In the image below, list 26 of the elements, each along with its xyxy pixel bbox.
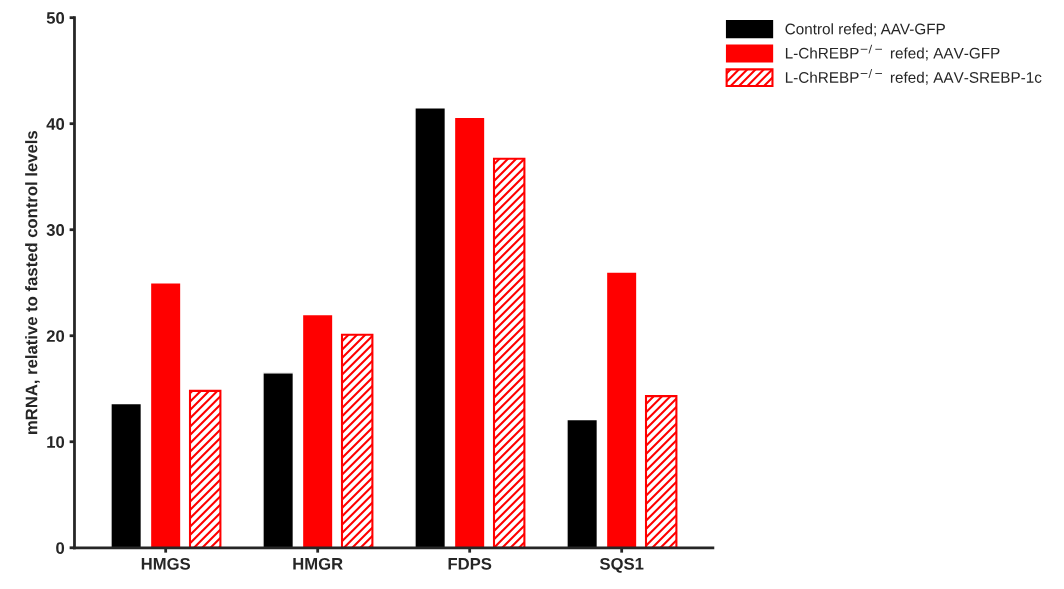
bar — [262, 372, 295, 548]
bar — [453, 116, 486, 548]
x-tick-label: HMGR — [293, 557, 343, 570]
y-tick-label: 0 — [56, 542, 65, 554]
x-tick-label: SQS1 — [599, 557, 644, 573]
legend-label: L-ChREBP$^{−/−}$ refed; AAV-GFP — [785, 44, 1000, 61]
bar — [414, 107, 447, 548]
bar — [492, 157, 526, 548]
y-tick-label: 50 — [46, 12, 65, 24]
y-tick-label: 40 — [46, 118, 65, 130]
y-tick-label: 30 — [46, 224, 65, 236]
legend-label: Control refed; AAV-GFP — [785, 23, 945, 37]
y-tick-label: 10 — [47, 436, 65, 448]
y-axis-title: mRNA, relative to fasted control levels — [25, 131, 40, 434]
bar — [188, 389, 222, 548]
bar — [340, 333, 374, 548]
bar — [149, 282, 182, 548]
bar — [110, 402, 143, 548]
x-tick-label: FDPS — [448, 557, 492, 570]
bar — [644, 395, 678, 548]
x-tick-label: HMGS — [141, 557, 191, 570]
legend-label: L-ChREBP$^{−/−}$ refed; AAV-SREBP-1c — [785, 69, 1042, 85]
bar — [605, 271, 638, 548]
y-tick-label: 20 — [46, 330, 65, 342]
bar — [566, 418, 599, 548]
bar — [301, 313, 334, 548]
